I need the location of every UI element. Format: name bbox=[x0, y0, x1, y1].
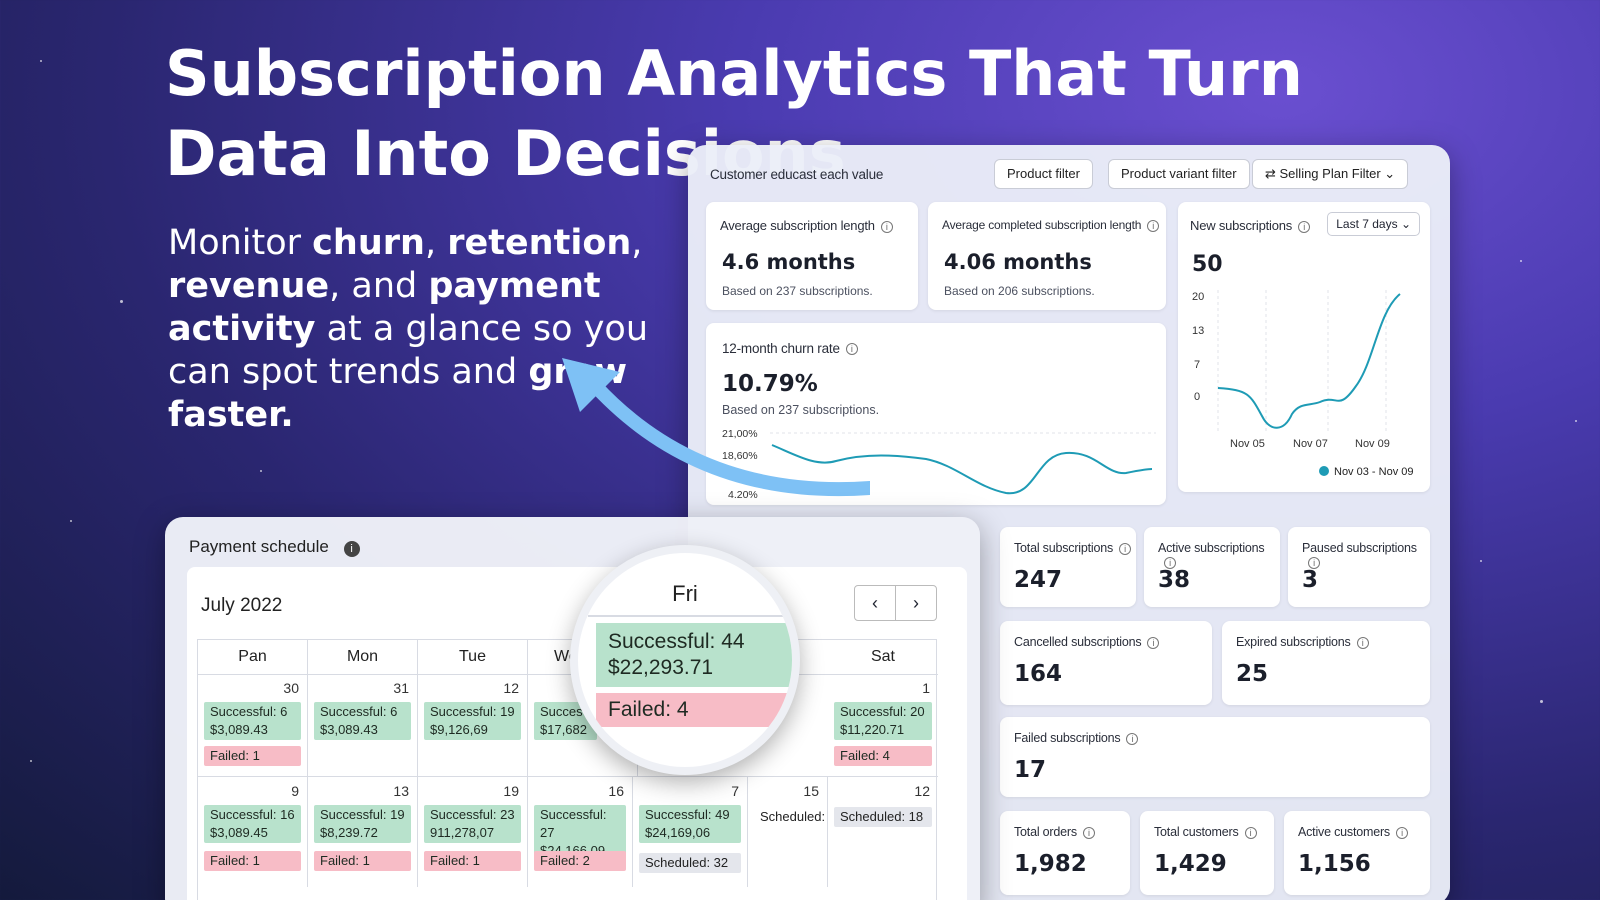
chevron-down-icon: ⌄ bbox=[1400, 217, 1411, 231]
product-variant-filter-button[interactable]: Product variant filter bbox=[1108, 159, 1250, 189]
y-tick: 18,60% bbox=[722, 450, 758, 462]
product-filter-button[interactable]: Product filter bbox=[994, 159, 1093, 189]
info-icon: i bbox=[1298, 220, 1311, 233]
total-customers-card: Total customers i 1,429 bbox=[1140, 811, 1274, 895]
new-subscriptions-card: New subscriptions i Last 7 days ⌄ 50 20 1… bbox=[1178, 202, 1430, 492]
failed-subscriptions-card: Failed subscriptions i 17 bbox=[1000, 717, 1430, 797]
x-tick: Nov 07 bbox=[1293, 438, 1328, 450]
selling-plan-filter-button[interactable]: ⇄ Selling Plan Filter ⌄ bbox=[1252, 159, 1409, 189]
active-subscriptions-card: Active subscriptionsi 38 bbox=[1144, 527, 1280, 607]
calendar-day-cell[interactable]: 12 Scheduled: 18 bbox=[828, 777, 938, 887]
calendar-day-cell[interactable]: 15 Scheduled: bbox=[748, 777, 828, 887]
y-tick: 4.20% bbox=[728, 489, 758, 501]
calendar-next-button[interactable]: › bbox=[895, 585, 937, 621]
hero-subtitle: Monitor churn, retention, revenue, and p… bbox=[168, 223, 649, 435]
weekday-header: Pan bbox=[198, 640, 308, 674]
active-customers-card: Active customers i 1,156 bbox=[1284, 811, 1430, 895]
calendar-grid: Pan Mon Tue We Sat 30 Successful: 6 $3,08… bbox=[197, 639, 938, 900]
x-tick: Nov 09 bbox=[1355, 438, 1390, 450]
dashboard-title: Customer educast each value bbox=[710, 167, 884, 182]
weekday-header: Sat bbox=[870, 648, 895, 665]
y-tick: 20 bbox=[1192, 291, 1204, 303]
calendar-day-cell[interactable]: 16 Successful: 27$24,166,09 Failed: 2 bbox=[528, 777, 633, 887]
payment-schedule-title: Payment schedule bbox=[189, 537, 329, 556]
y-tick: 0 bbox=[1194, 391, 1200, 403]
curved-arrow-icon bbox=[562, 358, 870, 497]
new-subscriptions-chart: 20 13 7 0 Nov 05 Nov 07 Nov 09 Nov 03 - … bbox=[1192, 290, 1413, 478]
calendar-day-cell[interactable]: 7 Successful: 49 $24,169,06 Scheduled: 32 bbox=[633, 777, 748, 887]
calendar-day-cell[interactable]: 9 Successful: 16 $3,089.45 Failed: 1 bbox=[198, 777, 308, 887]
analytics-dashboard: Customer educast each value Product filt… bbox=[688, 145, 1450, 900]
filter-icon: ⇄ bbox=[1265, 166, 1280, 181]
calendar-month-title: July 2022 bbox=[201, 595, 283, 616]
churn-rate-line bbox=[771, 444, 1153, 495]
calendar-day-cell[interactable]: 12 Successful: 19 $9,126,69 bbox=[418, 674, 528, 776]
calendar-day-cell[interactable]: 19 Successful: 23 911,278,07 Failed: 1 bbox=[418, 777, 528, 887]
magnified-success-chip: Successful: 44 $22,293.71 bbox=[596, 623, 792, 687]
y-tick: 7 bbox=[1194, 359, 1200, 371]
magnified-day-detail: Fri Successful: 44 $22,293.71 Failed: 4 bbox=[570, 545, 800, 775]
paused-subscriptions-card: Paused subscriptionsi 3 bbox=[1288, 527, 1430, 607]
y-tick: 21,00% bbox=[722, 428, 758, 440]
magnified-weekday: Fri bbox=[672, 581, 698, 606]
calendar-day-cell[interactable]: 30 Successful: 6 $3,089.43 Failed: 1 bbox=[198, 674, 308, 776]
chevron-down-icon: ⌄ bbox=[1380, 166, 1396, 181]
weekday-header: Tue bbox=[418, 640, 528, 674]
churn-rate-chart: 21,00% 18,60% 4.20% bbox=[722, 428, 1156, 501]
churn-rate-card: 12-month churn rate i 10.79% Based on 237… bbox=[706, 323, 1166, 505]
info-icon: i bbox=[845, 343, 858, 356]
total-orders-card: Total orders i 1,982 bbox=[1000, 811, 1130, 895]
total-subscriptions-card: Total subscriptions i 247 bbox=[1000, 527, 1136, 607]
info-icon: i bbox=[880, 220, 893, 233]
y-tick: 13 bbox=[1192, 325, 1204, 337]
chart-legend: Nov 03 - Nov 09 bbox=[1334, 466, 1413, 478]
x-tick: Nov 05 bbox=[1230, 438, 1265, 450]
calendar-day-cell[interactable]: Succes $17,682 bbox=[528, 674, 638, 776]
payment-schedule-panel: Payment schedule i July 2022 ‹ › Pan Mon… bbox=[165, 517, 980, 900]
info-icon: i bbox=[1147, 219, 1160, 232]
info-icon: i bbox=[343, 541, 360, 557]
calendar-day-cell[interactable]: 1 Successful: 20 $11,220.71 Failed: 4 bbox=[828, 674, 938, 776]
calendar-day-cell[interactable]: 13 Successful: 19 $8,239.72 Failed: 1 bbox=[308, 777, 418, 887]
date-range-select[interactable]: Last 7 days ⌄ bbox=[1327, 212, 1420, 236]
cancelled-subscriptions-card: Cancelled subscriptions i 164 bbox=[1000, 621, 1212, 705]
new-subscriptions-line bbox=[1217, 293, 1401, 429]
avg-completed-length-card: Average completed subscription length i 4… bbox=[928, 202, 1166, 310]
expired-subscriptions-card: Expired subscriptions i 25 bbox=[1222, 621, 1430, 705]
magnified-failed-chip: Failed: 4 bbox=[596, 693, 792, 727]
calendar-day-cell[interactable]: 31 Successful: 6 $3,089.43 bbox=[308, 674, 418, 776]
weekday-header: Mon bbox=[308, 640, 418, 674]
avg-subscription-length-card: Average subscription length i 4.6 months … bbox=[706, 202, 918, 310]
calendar-prev-button[interactable]: ‹ bbox=[854, 585, 896, 621]
